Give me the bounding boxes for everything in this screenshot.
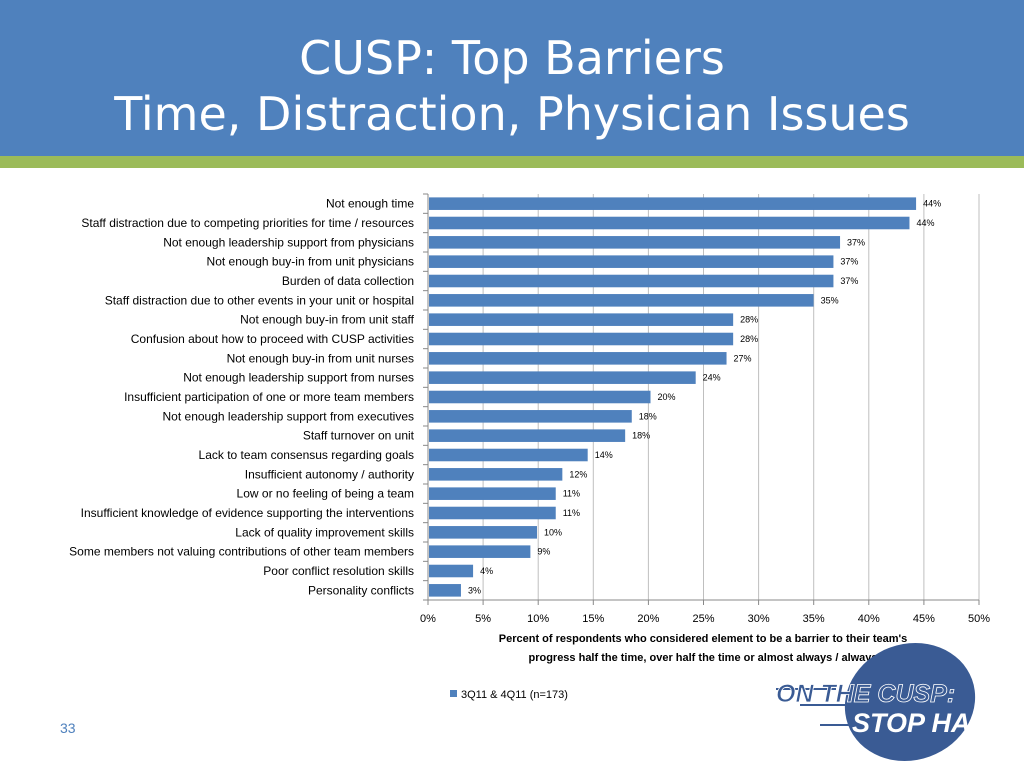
bar	[429, 236, 841, 249]
data-label: 11%	[563, 489, 580, 499]
data-label: 4%	[480, 566, 493, 576]
bar	[429, 545, 531, 558]
data-label: 18%	[632, 431, 650, 441]
logo-speed-line	[800, 704, 845, 706]
bar	[429, 216, 910, 230]
bar	[429, 487, 556, 500]
data-label: 11%	[563, 508, 580, 518]
x-tick-label: 20%	[637, 613, 659, 625]
data-label: 24%	[703, 373, 721, 383]
bar	[429, 584, 461, 597]
category-label: Confusion about how to proceed with CUSP…	[131, 332, 414, 346]
data-label: 12%	[569, 469, 587, 479]
x-axis-title-line-1: Percent of respondents who considered el…	[499, 633, 908, 645]
bar	[429, 410, 632, 423]
category-label: Staff turnover on unit	[303, 429, 415, 443]
category-label: Poor conflict resolution skills	[263, 564, 414, 578]
accent-stripe	[0, 156, 1024, 168]
category-label: Staff distraction due to other events in…	[105, 293, 414, 307]
bar	[429, 468, 563, 481]
bar	[429, 506, 556, 520]
category-label: Burden of data collection	[282, 274, 414, 288]
category-label: Staff distraction due to competing prior…	[81, 216, 414, 230]
x-tick-label: 0%	[420, 613, 436, 625]
bar	[429, 429, 626, 442]
x-tick-label: 10%	[527, 613, 549, 625]
category-label: Insufficient participation of one or mor…	[124, 390, 414, 404]
legend-swatch	[450, 690, 457, 697]
x-tick-label: 40%	[858, 613, 880, 625]
category-label: Not enough leadership support from physi…	[163, 235, 414, 249]
category-label: Not enough buy-in from unit nurses	[227, 351, 414, 365]
x-axis-title-line-2: progress half the time, over half the ti…	[528, 652, 877, 664]
barrier-bar-chart: 0% 5% 10% 15% 20% 25% 30% 35% 40% 45% 50% Not enoug…	[69, 193, 990, 701]
data-label: 44%	[923, 199, 941, 209]
bar	[429, 313, 734, 326]
data-label: 27%	[734, 353, 752, 363]
logo-speed-line	[776, 688, 836, 690]
category-label: Not enough time	[326, 197, 414, 211]
bar	[429, 371, 696, 384]
data-label: 9%	[537, 547, 550, 557]
slide-title: CUSP: Top Barriers Time, Distraction, Ph…	[0, 30, 1024, 142]
bar	[429, 197, 917, 210]
data-label: 10%	[544, 527, 562, 537]
x-tick-label: 25%	[692, 613, 714, 625]
bar	[429, 390, 651, 404]
slide-number: 33	[60, 720, 76, 736]
legend-label: 3Q11 & 4Q11 (n=173)	[461, 689, 568, 701]
category-label: Insufficient knowledge of evidence suppo…	[81, 506, 414, 520]
on-the-cusp-logo: ON THE CUSP: STOP HAI	[776, 643, 979, 761]
bar	[429, 352, 727, 365]
logo-text-line-2: STOP HAI	[852, 708, 979, 738]
x-tick-label: 5%	[475, 613, 491, 625]
data-label: 28%	[740, 334, 758, 344]
category-label: Insufficient autonomy / authority	[245, 467, 414, 481]
x-tick-label: 45%	[913, 613, 935, 625]
category-label: Not enough leadership support from nurse…	[183, 371, 414, 385]
data-label: 3%	[468, 585, 481, 595]
logo-text-line-1: ON THE CUSP:	[776, 680, 955, 708]
data-label: 37%	[847, 237, 865, 247]
bar	[429, 274, 834, 288]
data-label: 44%	[916, 218, 934, 228]
title-banner	[0, 0, 1024, 156]
category-label: Low or no feeling of being a team	[237, 487, 414, 501]
bar	[429, 526, 537, 539]
x-tick-label: 15%	[582, 613, 604, 625]
title-line-1: CUSP: Top Barriers	[299, 31, 725, 85]
title-line-2: Time, Distraction, Physician Issues	[114, 87, 910, 141]
bar	[429, 448, 588, 462]
x-tick-label: 50%	[968, 613, 990, 625]
category-label: Lack of quality improvement skills	[235, 525, 414, 539]
category-label: Not enough buy-in from unit physicians	[207, 255, 414, 269]
data-label: 28%	[740, 315, 758, 325]
category-label: Not enough leadership support from execu…	[163, 409, 414, 423]
category-label: Lack to team consensus regarding goals	[199, 448, 414, 462]
logo-oval	[844, 643, 976, 761]
bar	[429, 332, 734, 346]
bar	[429, 564, 474, 578]
category-label: Not enough buy-in from unit staff	[240, 313, 415, 327]
data-label: 37%	[840, 276, 858, 286]
category-label: Personality conflicts	[308, 583, 414, 597]
x-tick-label: 30%	[748, 613, 770, 625]
x-tick-label: 35%	[803, 613, 825, 625]
logo-speed-line	[820, 724, 860, 726]
data-label: 14%	[595, 450, 613, 460]
data-label: 18%	[639, 411, 657, 421]
bar	[429, 294, 814, 307]
data-label: 20%	[658, 392, 676, 402]
bar	[429, 255, 834, 268]
data-label: 35%	[821, 295, 839, 305]
data-label: 37%	[840, 257, 858, 267]
category-label: Some members not valuing contributions o…	[69, 545, 414, 559]
